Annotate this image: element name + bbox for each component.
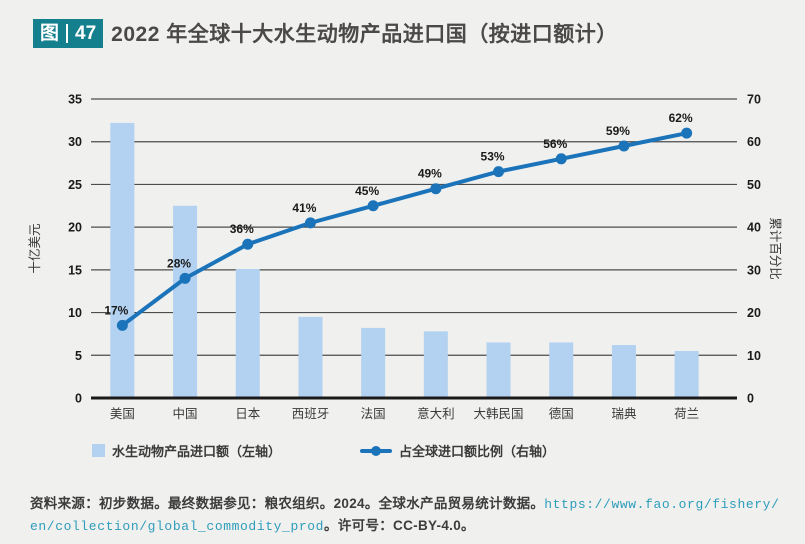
line-point-美国 bbox=[116, 319, 128, 331]
cumulative-line bbox=[120, 131, 689, 328]
right-axis-tick-label: 60 bbox=[747, 135, 761, 149]
figure-number-badge: 图 47 bbox=[33, 18, 104, 48]
x-tick-label-德国: 德国 bbox=[549, 406, 574, 421]
right-axis-tick-label: 30 bbox=[747, 263, 761, 277]
point-label-美国: 17% bbox=[104, 303, 128, 317]
x-tick-label-法国: 法国 bbox=[361, 407, 386, 421]
figure-badge-prefix: 图 bbox=[40, 22, 60, 44]
bar-西班牙 bbox=[298, 316, 323, 398]
line-point-瑞典 bbox=[618, 140, 630, 152]
bar-德国 bbox=[549, 342, 574, 398]
right-axis-tick-label: 40 bbox=[747, 221, 761, 235]
left-axis-tick-label: 0 bbox=[75, 392, 82, 406]
line-series-marker-icon bbox=[360, 444, 392, 457]
chart-canvas: 0 5 10 15 20 25 30 35 0 10 20 30 40 50 60 70 17% 28% 36% 41… bbox=[27, 93, 782, 422]
right-axis-tick-label: 10 bbox=[747, 349, 761, 363]
line-point-法国 bbox=[367, 200, 379, 212]
bar-大韩民国 bbox=[486, 342, 511, 398]
left-axis-tick-label: 30 bbox=[68, 135, 82, 149]
source-text: 资料来源：初步数据。最终数据参见：粮农组织。2024。全球水产品贸易统计数据。 bbox=[30, 496, 545, 511]
point-label-西班牙: 41% bbox=[292, 201, 316, 215]
pareto-chart: 0 5 10 15 20 25 30 35 0 10 20 30 40 50 60 70 17% 28% 36% 41… bbox=[20, 78, 795, 440]
source-note: 资料来源：初步数据。最终数据参见：粮农组织。2024。全球水产品贸易统计数据。h… bbox=[30, 493, 782, 537]
right-axis-tick-label: 50 bbox=[747, 178, 761, 192]
right-axis-tick-label: 70 bbox=[747, 93, 761, 107]
x-tick-label-意大利: 意大利 bbox=[417, 406, 455, 421]
badge-divider bbox=[66, 23, 69, 43]
x-tick-label-美国: 美国 bbox=[110, 407, 135, 421]
point-label-日本: 36% bbox=[230, 222, 254, 236]
line-point-意大利 bbox=[430, 183, 442, 195]
line-point-荷兰 bbox=[681, 127, 693, 139]
line-point-中国 bbox=[179, 272, 191, 284]
left-axis-tick-label: 15 bbox=[68, 263, 82, 277]
point-label-法国: 45% bbox=[355, 184, 379, 198]
point-label-中国: 28% bbox=[167, 256, 191, 270]
left-axis-tick-label: 20 bbox=[68, 221, 82, 235]
x-tick-label-日本: 日本 bbox=[235, 407, 261, 421]
left-axis-tick-label: 25 bbox=[68, 178, 82, 192]
line-point-大韩民国 bbox=[493, 166, 505, 178]
legend-line-label: 占全球进口额比例（右轴） bbox=[399, 444, 556, 459]
figure-title: 2022 年全球十大水生动物产品进口国（按进口额计） bbox=[111, 23, 618, 46]
point-label-德国: 56% bbox=[543, 137, 567, 151]
left-axis-tick-label: 5 bbox=[75, 349, 82, 363]
line-point-德国 bbox=[555, 153, 567, 165]
x-tick-label-荷兰: 荷兰 bbox=[674, 407, 699, 421]
bar-荷兰 bbox=[674, 351, 699, 398]
bar-series-swatch-icon bbox=[92, 444, 105, 457]
bar-中国 bbox=[173, 205, 198, 398]
point-label-大韩民国: 53% bbox=[481, 150, 505, 164]
figure-header: 图 47 2022 年全球十大水生动物产品进口国（按进口额计） bbox=[33, 18, 618, 48]
bar-美国 bbox=[110, 122, 135, 399]
legend-item-bars: 水生动物产品进口额（左轴） bbox=[92, 441, 281, 460]
bar-法国 bbox=[361, 327, 386, 398]
left-axis-title: 十亿美元 bbox=[27, 223, 42, 273]
x-tick-label-大韩民国: 大韩民国 bbox=[474, 406, 524, 421]
right-axis-tick-label: 20 bbox=[747, 306, 761, 320]
point-label-瑞典: 59% bbox=[606, 124, 630, 138]
line-point-西班牙 bbox=[304, 217, 316, 229]
left-axis-tick-label: 35 bbox=[68, 93, 82, 107]
line-point-日本 bbox=[242, 238, 254, 250]
right-axis-tick-label: 0 bbox=[747, 392, 754, 406]
figure-badge-number: 47 bbox=[75, 22, 97, 44]
legend-bar-label: 水生动物产品进口额（左轴） bbox=[112, 444, 282, 459]
x-tick-label-中国: 中国 bbox=[173, 406, 198, 421]
x-tick-label-西班牙: 西班牙 bbox=[292, 407, 330, 421]
right-axis-title: 累计百分比 bbox=[768, 217, 782, 280]
chart-legend: 水生动物产品进口额（左轴） 占全球进口额比例（右轴） bbox=[0, 441, 805, 461]
point-label-荷兰: 62% bbox=[669, 111, 693, 125]
left-axis-tick-label: 10 bbox=[68, 306, 82, 320]
bar-瑞典 bbox=[611, 345, 636, 398]
bar-意大利 bbox=[423, 331, 448, 398]
bar-日本 bbox=[235, 269, 260, 398]
x-tick-label-瑞典: 瑞典 bbox=[611, 407, 636, 421]
point-label-意大利: 49% bbox=[418, 167, 442, 181]
legend-item-line: 占全球进口额比例（右轴） bbox=[360, 441, 555, 460]
license-text: 。许可号：CC-BY-4.0。 bbox=[324, 518, 475, 533]
source-link[interactable]: https://www.fao.org/fishery/en/collectio… bbox=[30, 497, 780, 534]
